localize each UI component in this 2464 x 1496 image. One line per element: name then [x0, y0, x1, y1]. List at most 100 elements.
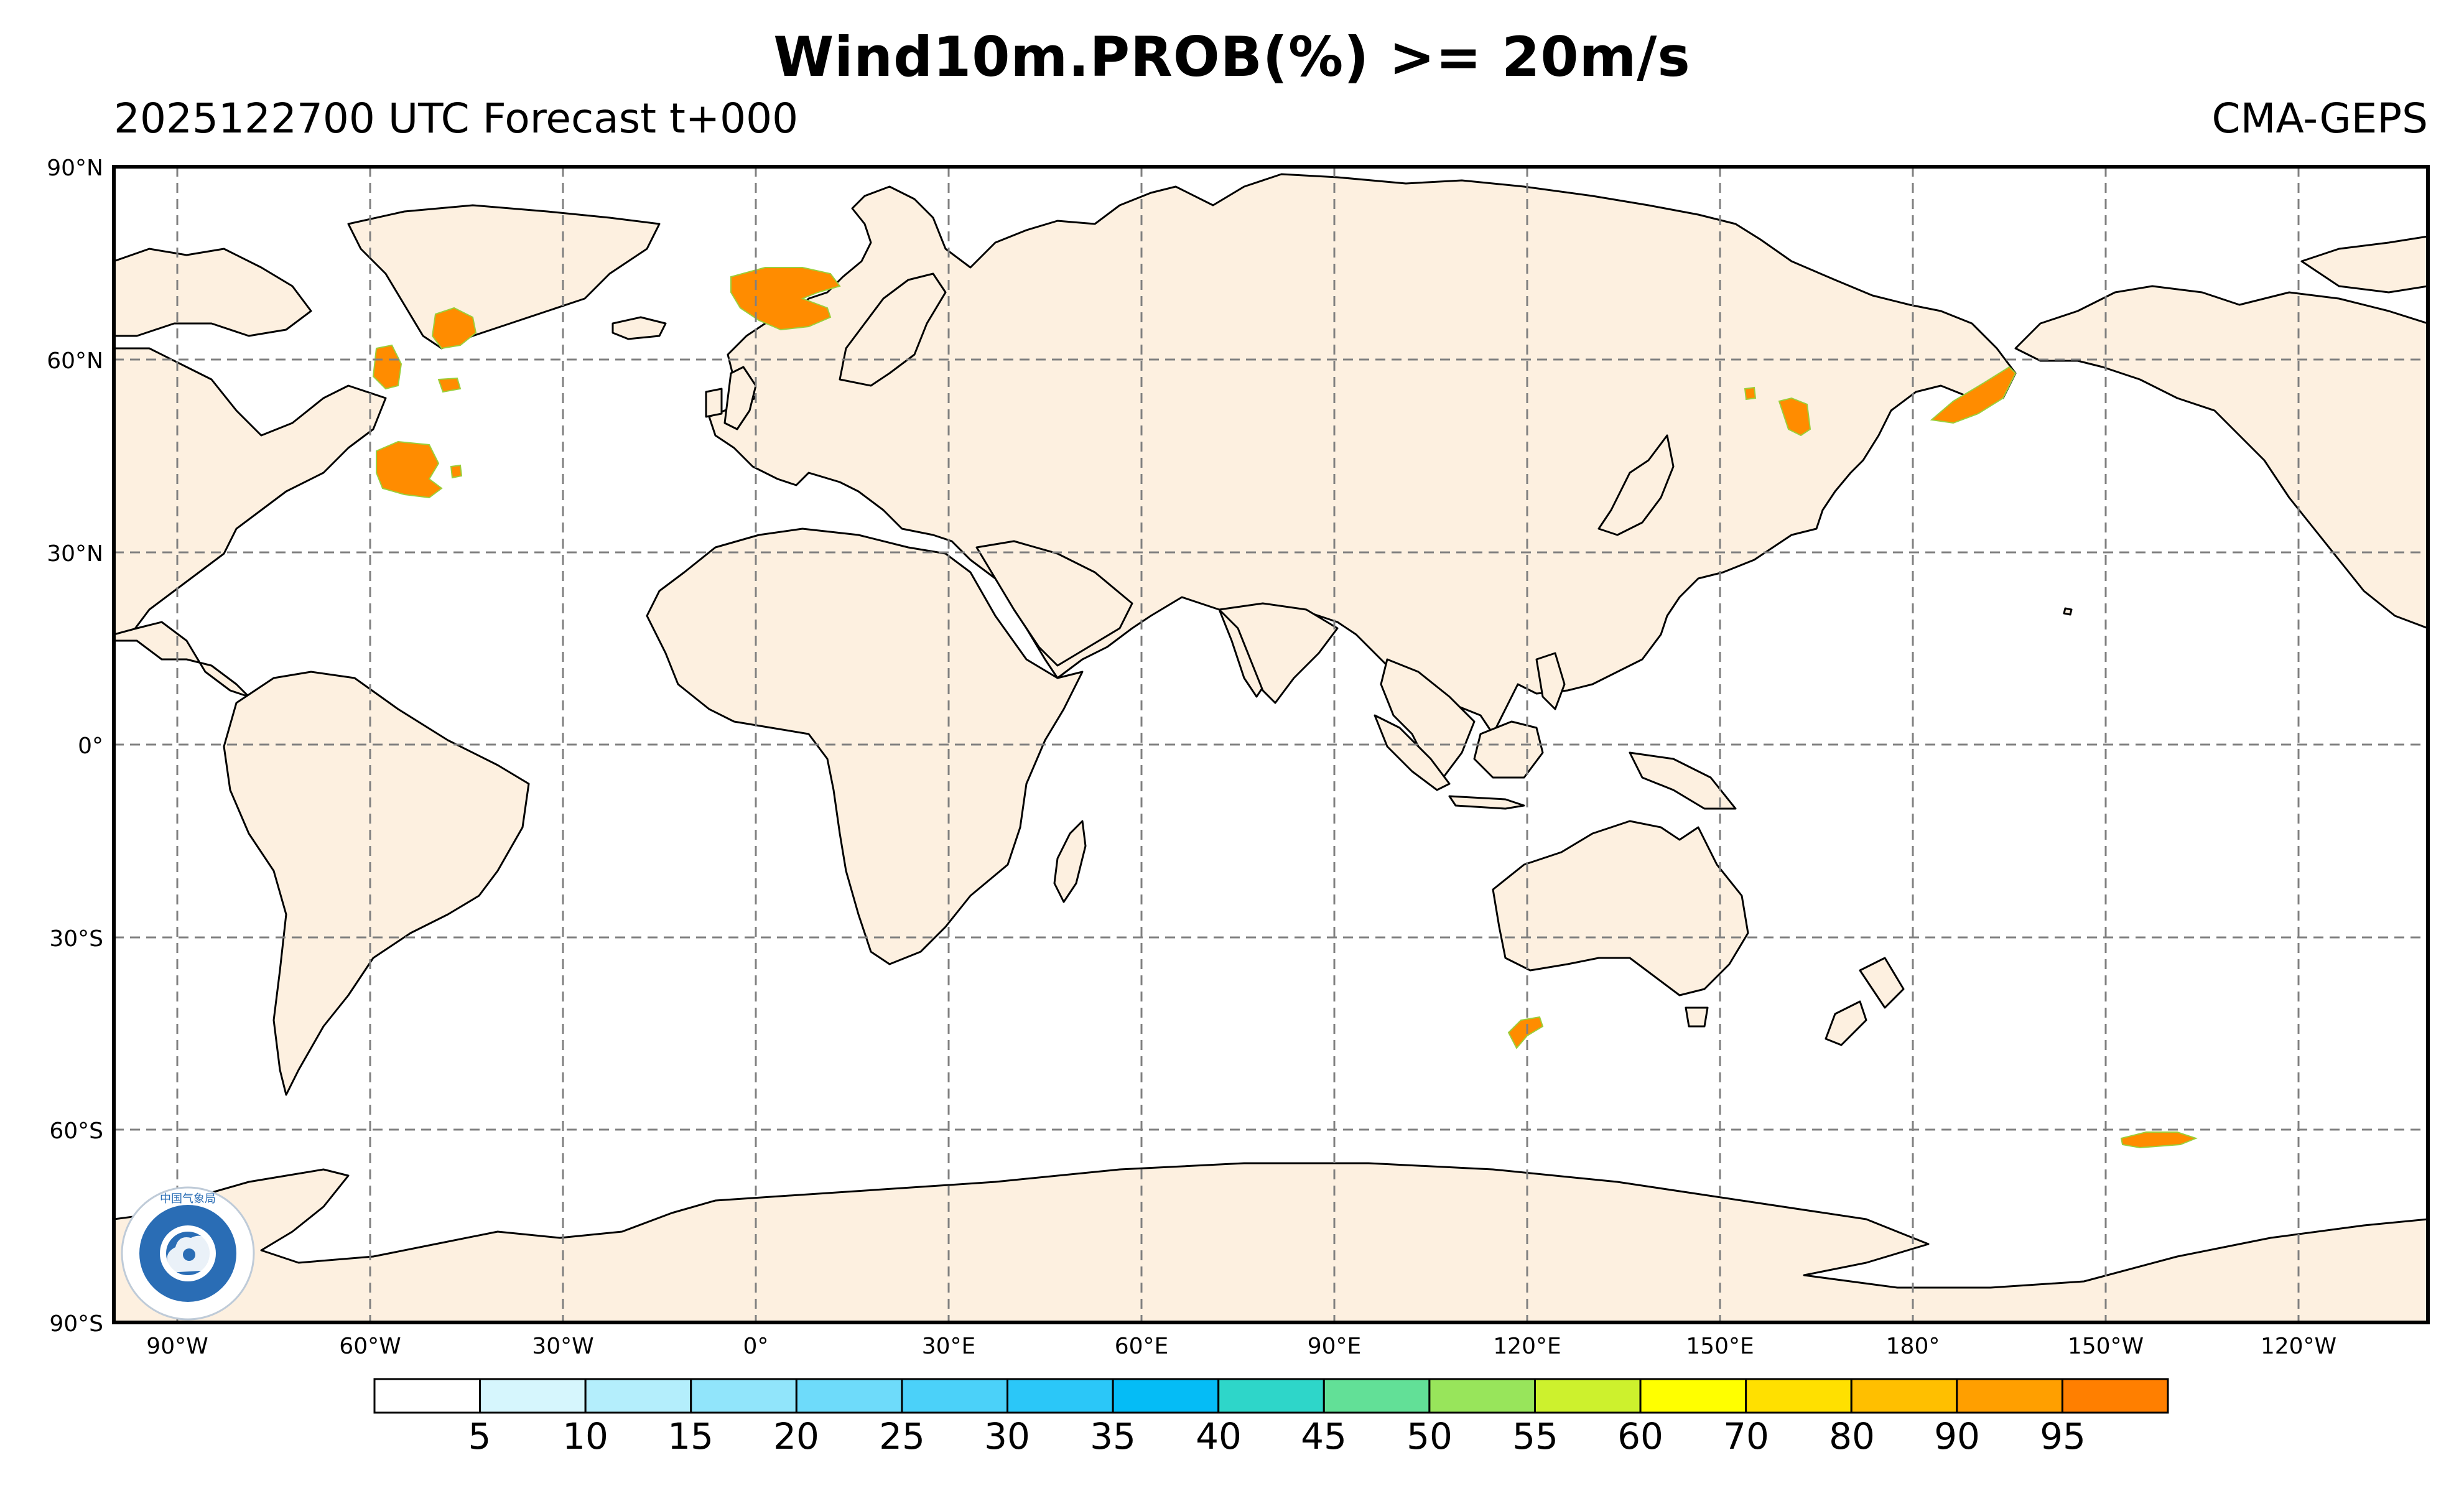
map-area	[114, 167, 2428, 1322]
greenland	[347, 204, 661, 350]
colorbar-segment	[1007, 1378, 1114, 1414]
colorbar-label-95: 95	[2040, 1415, 2086, 1457]
prob-patch-north-atlantic-small	[450, 464, 463, 479]
british-isles	[723, 366, 757, 430]
colorbar-segment	[584, 1378, 692, 1414]
prob-patch-okhotsk-small	[1744, 386, 1757, 401]
latitude-labels: 90°N 60°N 30°N 0° 30°S 60°S 90°S	[47, 156, 103, 1337]
lat-label-60s: 60°S	[49, 1118, 103, 1144]
graticule	[114, 167, 2428, 1322]
model-name-label: CMA-GEPS	[2211, 95, 2429, 142]
borneo	[1473, 720, 1544, 779]
colorbar-segment	[901, 1378, 1009, 1414]
lat-label-0: 0°	[78, 733, 103, 759]
prob-patch-tasman	[1507, 1016, 1544, 1049]
colorbar-label-20: 20	[773, 1415, 819, 1457]
colorbar-label-25: 25	[879, 1415, 925, 1457]
colorbar-segment	[1323, 1378, 1431, 1414]
longitude-labels: 90°W 60°W 30°W 0° 30°E 60°E 90°E 120°E 1…	[146, 1334, 2336, 1359]
prob-patch-norwegian-sea	[730, 267, 841, 331]
colorbar-segment	[373, 1378, 481, 1414]
philippines	[1535, 652, 1566, 710]
prob-patch-bering-sea	[1930, 366, 2017, 424]
new-zealand	[1859, 957, 1905, 1009]
colorbar-segment	[1850, 1378, 1958, 1414]
antarctica	[114, 1162, 2428, 1322]
south-america-landmass	[223, 671, 530, 1096]
colorbar-label-45: 45	[1301, 1415, 1347, 1457]
colorbar-label-80: 80	[1829, 1415, 1875, 1457]
probability-patches	[372, 267, 2198, 1149]
prob-patch-okhotsk	[1778, 397, 1811, 437]
colorbar-label-5: 5	[468, 1415, 491, 1457]
sumatra	[1374, 714, 1451, 791]
india-landmass	[1218, 602, 1339, 704]
madagascar	[1053, 820, 1087, 903]
colorbar-label-70: 70	[1723, 1415, 1769, 1457]
colorbar-label-90: 90	[1934, 1415, 1980, 1457]
prob-patch-north-atlantic	[376, 440, 443, 499]
lon-label-60w: 60°W	[339, 1334, 401, 1359]
arctic-islands-east	[2300, 235, 2428, 294]
colorbar-label-55: 55	[1512, 1415, 1558, 1457]
logo-text: 中国气象局	[160, 1192, 216, 1206]
colorbar-segment	[1639, 1378, 1747, 1414]
map-frame	[112, 165, 2430, 1324]
north-america-east	[114, 347, 387, 636]
hawaii	[2063, 607, 2073, 616]
land-layer	[114, 173, 2428, 1322]
lon-label-90w: 90°W	[146, 1334, 208, 1359]
lat-label-90s: 90°S	[49, 1311, 103, 1337]
lon-label-150e: 150°E	[1686, 1334, 1754, 1359]
colorbar-segment	[1112, 1378, 1220, 1414]
iceland	[611, 316, 667, 340]
java	[1448, 795, 1525, 810]
lon-label-30e: 30°E	[922, 1334, 976, 1359]
colorbar-segment	[1956, 1378, 2063, 1414]
prob-patch-labrador-small	[437, 377, 462, 393]
lat-label-30s: 30°S	[49, 926, 103, 952]
lon-label-120e: 120°E	[1493, 1334, 1561, 1359]
australia-landmass	[1492, 820, 1749, 997]
lat-label-60n: 60°N	[47, 348, 103, 374]
lon-label-120w: 120°W	[2261, 1334, 2336, 1359]
lat-label-90n: 90°N	[47, 156, 103, 181]
new-zealand-south	[1825, 1000, 1867, 1046]
colorbar-label-60: 60	[1617, 1415, 1663, 1457]
colorbar-segment	[1533, 1378, 1642, 1414]
new-guinea	[1629, 751, 1737, 810]
colorbar-label-35: 35	[1090, 1415, 1136, 1457]
colorbar-label-40: 40	[1196, 1415, 1242, 1457]
scandinavia	[839, 272, 947, 387]
colorbar-segment	[1745, 1378, 1853, 1414]
colorbar-label-15: 15	[667, 1415, 714, 1457]
colorbar-label-50: 50	[1406, 1415, 1453, 1457]
ireland	[705, 388, 723, 418]
lon-label-0: 0°	[743, 1334, 769, 1359]
map-title: Wind10m.PROB(%) >= 20m/s	[773, 25, 1691, 89]
prob-patch-labrador-sea	[372, 344, 402, 390]
arabia-landmass	[975, 540, 1133, 667]
arctic-islands	[114, 248, 312, 337]
forecast-time-label: 2025122700 UTC Forecast t+000	[114, 95, 799, 142]
lon-label-30w: 30°W	[532, 1334, 593, 1359]
colorbar-segment	[690, 1378, 797, 1414]
colorbar-segment	[795, 1378, 903, 1414]
north-america-west	[2014, 285, 2428, 630]
prob-patch-greenland-south	[431, 307, 477, 350]
lon-label-180: 180°	[1886, 1334, 1940, 1359]
colorbar-label-10: 10	[562, 1415, 608, 1457]
prob-patch-southern-ocean	[2120, 1131, 2198, 1149]
central-america	[114, 621, 250, 698]
japan-islands	[1597, 434, 1675, 536]
colorbar-segment	[2061, 1378, 2169, 1414]
cma-logo: 中国气象局	[121, 1186, 255, 1321]
lon-label-90e: 90°E	[1308, 1334, 1362, 1359]
lon-label-150w: 150°W	[2068, 1334, 2144, 1359]
lon-label-60e: 60°E	[1115, 1334, 1169, 1359]
colorbar-label-30: 30	[984, 1415, 1030, 1457]
tasmania	[1685, 1006, 1709, 1028]
colorbar	[373, 1378, 2169, 1414]
colorbar-segment	[1428, 1378, 1536, 1414]
